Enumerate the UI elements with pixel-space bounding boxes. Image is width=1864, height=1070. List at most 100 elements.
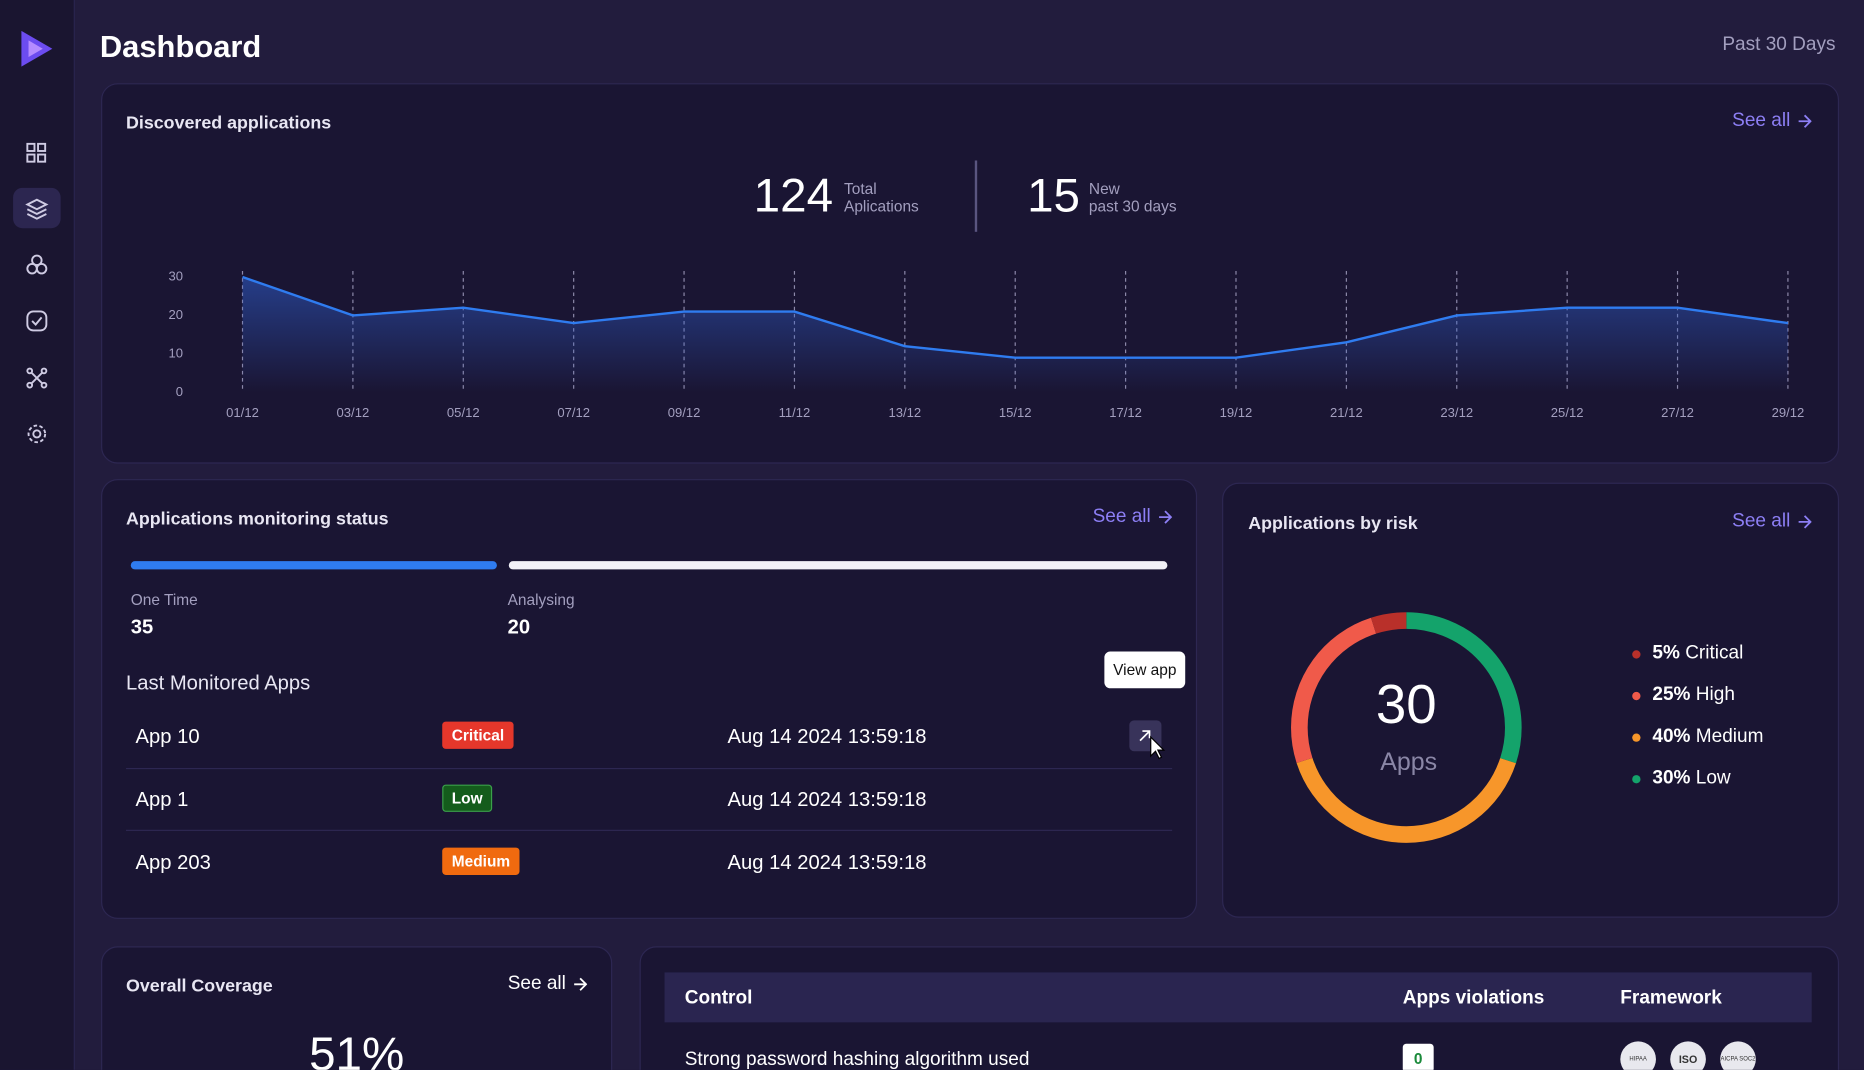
framework-badge: ISO [1670,1041,1706,1070]
legend-item: 40% Medium [1632,726,1763,747]
legend-name: High [1695,684,1735,705]
segment-label: Analysing [507,590,575,609]
segment-label: One Time [130,590,198,609]
label: past 30 days [1088,197,1177,216]
legend-item: 5% Critical [1632,643,1743,664]
x-tick-label: 23/12 [1440,405,1473,420]
card-title: Discovered applications [126,112,332,134]
label: New [1088,179,1120,198]
discovered-card: Discovered applications See all 124 Tota… [101,83,1840,464]
x-tick-label: 09/12 [668,405,701,420]
legend-name: Low [1695,767,1731,789]
y-tick-label: 20 [169,307,184,322]
donut-segment [1291,612,1522,843]
legend-dot [1632,691,1641,700]
area [242,276,1788,393]
x-tick-label: 01/12 [226,405,259,420]
line-chart: 0 10 20 30 01/12 03/12 05/12 07/12 09/12 11/12 13/… [169,268,1805,420]
see-all[interactable]: See all [1093,506,1173,527]
arrow [1159,510,1173,524]
arrow [1798,515,1812,529]
button-icon [1139,730,1151,742]
timestamp: Aug 14 2024 13:59:18 [727,788,927,811]
view-app-button[interactable] [1127,718,1175,766]
x-tick-label: 29/12 [1772,405,1805,420]
see-all[interactable]: See all [1732,111,1812,132]
donut-center-value: 30 [1376,673,1437,735]
x-tick-label: 13/12 [888,405,921,420]
tooltip: View app [1104,651,1186,689]
table-header [664,972,1812,1023]
legend-dot [1632,732,1641,742]
segment-value: 35 [130,615,154,639]
timestamp: Aug 14 2024 13:59:18 [727,851,927,874]
logo-inner [28,40,43,58]
risk-badge: Low [442,784,493,812]
row-divider [126,829,1173,831]
x-tick-label: 15/12 [999,405,1032,420]
see-all[interactable]: See all [508,974,588,995]
legend-value: 5% [1652,643,1680,664]
nav-integrations[interactable] [26,367,48,389]
framework-badge: AICPA SOC2 [1720,1041,1756,1070]
nav-groups[interactable] [26,254,48,275]
x-tick-label: 07/12 [557,405,590,420]
row-divider [126,767,1173,770]
arrow [574,977,588,991]
coverage-card: Overall Coverage See all 51% [101,946,613,1070]
donut-center-label: Apps [1380,748,1437,776]
see-all[interactable]: See all [1732,511,1812,532]
period[interactable]: Past 30 Days [1722,34,1836,55]
new-value: 15 [1027,169,1081,223]
see-all-text: See all [1092,506,1151,527]
see-all-text: See all [507,973,566,994]
legend-dot [1632,774,1641,783]
legend-dot [1632,649,1641,658]
x-tick-label: 27/12 [1661,405,1694,420]
arrow [1798,114,1812,128]
legend-value: 25% [1652,684,1691,705]
controls-card: Control Apps violations Framework Strong… [639,946,1840,1070]
risk-card: Applications by risk See all [1222,482,1840,918]
legend-item: 25% High [1632,685,1735,706]
see-all-text: See all [1732,511,1791,532]
framework-badge: HIPAA [1620,1041,1656,1070]
cursor [1150,735,1166,760]
x-tick-label: 11/12 [779,405,811,420]
nav-settings[interactable] [27,424,47,444]
app-name: App 203 [135,851,211,874]
column-header: Apps violations [1402,987,1545,1009]
nav-dashboard[interactable] [26,142,47,163]
segment-value: 20 [507,615,531,639]
legend-name: Medium [1695,726,1764,747]
list-title: Last Monitored Apps [126,671,311,695]
card-title: Overall Coverage [126,975,273,997]
legend-name: Critical [1685,643,1744,664]
see-all-text: See all [1732,110,1791,131]
app-name: App 10 [135,725,200,748]
nav-checks[interactable] [26,310,48,332]
line [242,275,1789,359]
legend-text: 25% High [1652,685,1734,706]
coverage-value: 51% [309,1028,405,1070]
column-header: Control [684,987,753,1009]
total-label: Total Aplications [844,180,919,216]
app-name: App 1 [135,788,189,811]
card-title: Applications monitoring status [126,508,389,530]
x-tick-label: 03/12 [337,405,370,420]
legend-text: 5% Critical [1652,643,1743,664]
x-tick-label: 25/12 [1551,405,1584,420]
progress-one-time [130,561,497,570]
x-tick-label: 17/12 [1109,405,1142,420]
progress-analysing [508,561,1168,570]
y-tick-label: 0 [176,384,183,399]
nav-apps[interactable] [25,198,49,220]
legend-text: 30% Low [1652,768,1730,789]
legend-value: 40% [1652,726,1691,747]
donut-segment [1291,612,1522,843]
card-title: Applications by risk [1248,513,1418,534]
legend-value: 30% [1652,767,1691,789]
y-tick-label: 30 [169,268,184,283]
